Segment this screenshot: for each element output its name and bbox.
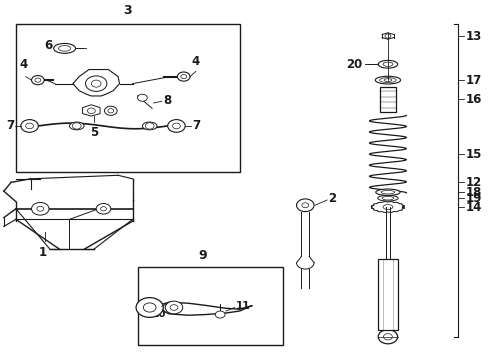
Text: 14: 14: [465, 201, 481, 213]
Text: 7: 7: [6, 120, 14, 132]
Text: 5: 5: [89, 126, 98, 139]
Circle shape: [377, 330, 397, 344]
Bar: [377, 259, 397, 330]
Text: 15: 15: [465, 148, 481, 161]
Text: 11: 11: [235, 301, 250, 311]
Text: 9: 9: [199, 249, 207, 262]
Circle shape: [296, 199, 313, 212]
Ellipse shape: [377, 195, 397, 201]
Text: 8: 8: [163, 94, 171, 107]
Text: 4: 4: [191, 55, 200, 68]
Circle shape: [21, 120, 38, 132]
Circle shape: [104, 106, 117, 115]
Ellipse shape: [69, 122, 84, 130]
Bar: [137, 267, 283, 345]
Circle shape: [137, 94, 147, 101]
Circle shape: [136, 298, 163, 318]
Text: 7: 7: [192, 120, 200, 132]
Ellipse shape: [374, 76, 400, 84]
Ellipse shape: [142, 122, 157, 130]
Bar: [16, 24, 239, 172]
Ellipse shape: [377, 60, 397, 68]
Text: 17: 17: [465, 73, 481, 87]
Circle shape: [31, 202, 49, 215]
Text: 4: 4: [19, 58, 27, 71]
Ellipse shape: [54, 44, 75, 53]
Text: 2: 2: [328, 192, 336, 205]
Text: 10: 10: [152, 309, 166, 319]
Circle shape: [31, 76, 44, 85]
Ellipse shape: [375, 189, 399, 195]
Circle shape: [167, 120, 185, 132]
Text: 6: 6: [44, 39, 52, 52]
Text: 18: 18: [465, 186, 481, 199]
Text: 12: 12: [465, 176, 481, 189]
Text: 13: 13: [465, 30, 481, 42]
Text: 3: 3: [123, 4, 132, 17]
Text: 1: 1: [39, 246, 47, 259]
Circle shape: [96, 203, 111, 214]
Text: 20: 20: [346, 58, 362, 71]
Circle shape: [177, 72, 190, 81]
Text: 19: 19: [465, 192, 481, 205]
Text: 16: 16: [465, 93, 481, 106]
Circle shape: [215, 311, 224, 318]
Bar: [379, 87, 395, 112]
Ellipse shape: [379, 78, 395, 82]
Circle shape: [165, 301, 183, 314]
